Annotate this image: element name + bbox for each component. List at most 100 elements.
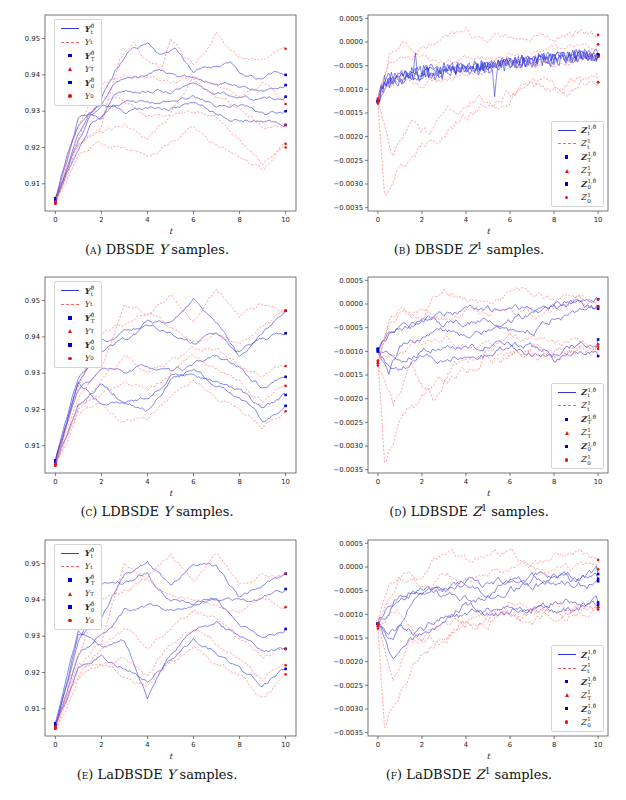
x-axis-label: t [486,752,490,761]
legend-entry: Z1t [556,138,596,149]
legend-swatch-line [59,290,81,291]
caption-f-sup: 1 [485,766,491,776]
caption-e-method: LaDBSDE [98,767,163,782]
caption-f-tail: samples. [495,767,553,782]
y-tick-label: 0.93 [25,107,40,115]
caption-d-sup: 1 [481,503,487,513]
legend-label: Yt [84,38,93,47]
x-tick-label: 8 [237,741,241,749]
y-tick-label: −0.0030 [334,180,363,188]
legend-entry: Yθ̂0 [59,339,94,350]
y-tick-label: −0.0005 [334,62,363,70]
legend-label: Yθ̂t [84,23,94,35]
endpoint-marker-blue [284,332,287,335]
legend-label: Z1t [581,400,591,412]
legend-swatch-tri [59,592,81,596]
caption-b: (b) DBSDE Z1 samples. [394,241,545,257]
endpoint-marker-red [377,625,380,628]
endpoint-marker-blue [597,577,600,580]
legend-label: Z10 [581,716,591,728]
x-tick-label: 0 [53,741,57,749]
legend-swatch-sq [556,182,578,186]
legend-entry: Z10 [556,717,596,728]
endpoint-marker-blue [284,627,287,630]
x-tick-label: 0 [53,216,57,224]
legend-swatch-dash [59,566,81,567]
sample-path-blue [378,573,598,623]
legend-entry: Yθ̂t [59,285,94,296]
y-tick-label: 0.94 [25,596,40,604]
endpoint-marker-blue [284,95,287,98]
legend-label: Y0 [84,616,94,625]
legend-entry: YT [59,326,94,337]
legend-swatch-dash [556,405,578,406]
legend-entry: Z1,θ̂0 [556,441,596,452]
caption-d: (d) LDBSDE Z1 samples. [389,503,549,519]
legend-dbsde-z: Z1,θ̂tZ1tZ1,θ̂TZ1TZ1,θ̂0Z10 [551,121,604,208]
endpoint-marker-red [284,310,287,313]
legend-label: Z10 [581,192,591,204]
caption-e-label: (e) [77,767,94,782]
legend-swatch-sq [59,578,81,582]
subfigure-e: 0246810t0.910.920.930.940.95 Yθ̂tYtYθ̂TY… [9,533,305,782]
legend-swatch-dot [556,458,578,462]
figure-grid: 0246810t0.910.920.930.940.95 Yθ̂tYtYθ̂TY… [0,0,626,782]
caption-a-method: DBSDE [106,242,155,257]
x-tick-label: 2 [99,216,103,224]
legend-swatch-tri [59,67,81,71]
legend-swatch-sq [556,418,578,422]
y-tick-label: −0.0005 [334,587,363,595]
legend-swatch-dot [59,619,81,623]
sample-path-red [55,127,285,204]
legend-swatch-line [59,553,81,554]
x-tick-label: 6 [191,216,195,224]
endpoint-marker-red [284,647,287,650]
sample-path-blue [55,638,285,725]
endpoint-marker-blue [377,350,380,353]
caption-a-math: Y [159,242,168,257]
subfigure-c: 0246810t0.910.920.930.940.95 Yθ̂tYtYθ̂TY… [9,270,305,519]
legend-label: Z1,θ̂0 [581,703,596,715]
legend-entry: Yθ̂t [59,548,94,559]
chart-ldbsde-y: 0246810t0.910.920.930.940.95 Yθ̂tYtYθ̂TY… [11,270,303,500]
x-tick-label: 4 [145,478,149,486]
x-tick-label: 6 [191,741,195,749]
legend-entry: Z1,θ̂0 [556,179,596,190]
legend-entry: Y0 [59,353,94,364]
x-tick-label: 2 [420,741,424,749]
y-tick-label: 0.93 [25,632,40,640]
legend-entry: YT [59,64,94,75]
endpoint-marker-red [597,34,600,37]
legend-entry: Z1T [556,165,596,176]
legend-entry: Yt [59,299,94,310]
y-tick-label: −0.0010 [334,610,363,618]
x-tick-label: 4 [464,741,468,749]
endpoint-marker-blue [284,394,287,397]
legend-swatch-dash [59,304,81,305]
y-tick-label: 0.91 [25,705,40,713]
x-tick-label: 2 [99,478,103,486]
caption-c-method: LDBSDE [102,505,159,520]
legend-entry: Z1,θ̂t [556,649,596,660]
x-tick-label: 6 [508,741,512,749]
endpoint-marker-red [284,143,287,146]
chart-ldbsde-z: 0246810t0.00050.0000−0.0005−0.0010−0.001… [323,270,615,500]
legend-swatch-dash [59,42,81,43]
caption-f-method: LaDBSDE [406,767,471,782]
legend-label: Yθ̂0 [84,77,94,89]
x-tick-label: 10 [281,741,290,749]
legend-swatch-sq [59,605,81,609]
sample-path-blue [378,298,598,350]
subfigure-d: 0246810t0.00050.0000−0.0005−0.0010−0.001… [321,270,617,519]
y-tick-label: −0.0030 [334,705,363,713]
y-tick-label: −0.0010 [334,86,363,94]
legend-entry: Z1T [556,427,596,438]
endpoint-marker-red [284,572,287,575]
x-tick-label: 6 [191,478,195,486]
caption-c: (c) LDBSDE Y samples. [80,503,233,519]
legend-ldbsde-z: Z1,θ̂tZ1tZ1,θ̂TZ1TZ1,θ̂0Z10 [551,383,604,470]
caption-c-math: Y [163,505,172,520]
x-axis-label: t [486,489,490,498]
endpoint-marker-blue [284,74,287,77]
caption-c-label: (c) [80,505,97,520]
